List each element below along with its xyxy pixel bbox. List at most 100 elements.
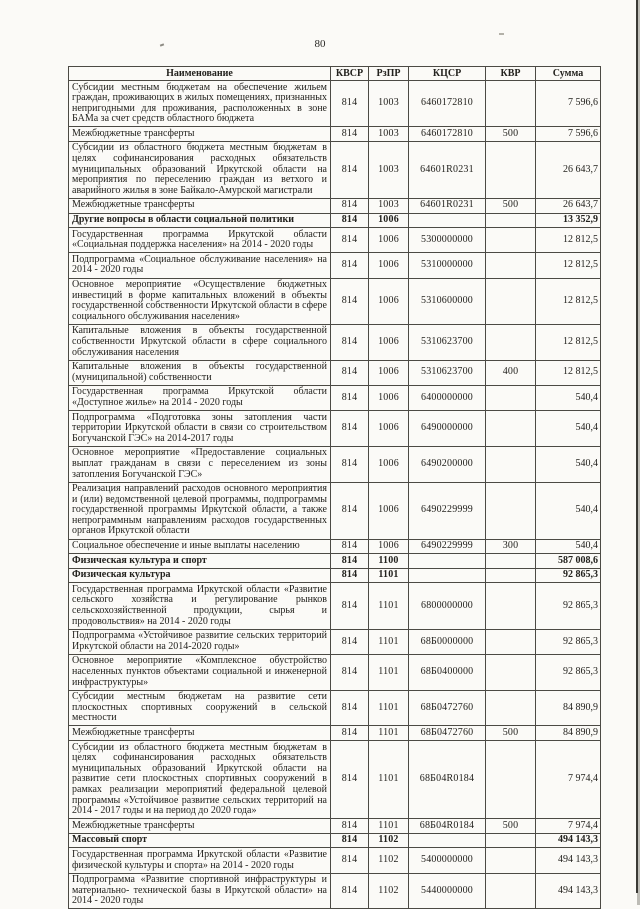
table-row: Межбюджетные трансферты 814 1101 68Б04R0…: [68, 818, 601, 834]
cell-name: Социальное обеспечение и иные выплаты на…: [68, 538, 331, 555]
cell-kvsr: 814: [330, 445, 369, 483]
cell-rzpr: 1003: [368, 79, 409, 128]
column-header-rzpr: РзПР: [368, 66, 409, 81]
cell-rzpr: 1006: [368, 252, 409, 279]
table-row: Массовый спорт 814 1102 494 143,3: [68, 832, 601, 849]
table-row: Социальное обеспечение и иные выплаты на…: [68, 538, 601, 555]
cell-sum: 7 974,4: [535, 818, 601, 834]
cell-kcsr: [408, 553, 486, 569]
cell-kcsr: [408, 567, 486, 584]
cell-kvr: 500: [485, 197, 536, 214]
scan-speck: [499, 33, 504, 35]
cell-name: Основное мероприятие «Предоставление соц…: [68, 445, 331, 483]
cell-kvr: [485, 567, 536, 584]
cell-kvsr: 814: [330, 126, 369, 142]
table-row: Государственная программа Иркутской обла…: [68, 227, 601, 254]
cell-kvr: [485, 653, 536, 691]
cell-name: Капитальные вложения в объекты государст…: [68, 359, 331, 386]
cell-kvr: [485, 212, 536, 229]
cell-sum: 92 865,3: [535, 628, 601, 655]
cell-sum: 7 596,6: [535, 79, 601, 128]
cell-name: Физическая культура и спорт: [68, 553, 331, 569]
cell-kcsr: [408, 832, 486, 849]
table-row: Государственная программа Иркутской обла…: [68, 582, 601, 630]
cell-kcsr: 68Б0472760: [408, 689, 486, 727]
cell-sum: 12 812,5: [535, 252, 601, 279]
cell-rzpr: 1006: [368, 359, 409, 386]
cell-rzpr: 1101: [368, 725, 409, 742]
table-row: Подпрограмма «Развитие спортивной инфрас…: [68, 872, 601, 909]
cell-rzpr: 1102: [368, 872, 409, 909]
cell-name: Основное мероприятие «Комплексное обустр…: [68, 653, 331, 691]
cell-kvr: 400: [485, 359, 536, 386]
table-row: Капитальные вложения в объекты государст…: [68, 359, 601, 386]
cell-rzpr: 1006: [368, 445, 409, 483]
cell-kcsr: 68Б04R0184: [408, 740, 486, 820]
cell-name: Субсидии местным бюджетам на развитие се…: [68, 689, 331, 727]
cell-name: Государственная программа Иркутской обла…: [68, 847, 331, 874]
cell-kvsr: 814: [330, 818, 369, 834]
cell-sum: 12 812,5: [535, 277, 601, 325]
cell-kcsr: 6490229999: [408, 481, 486, 540]
cell-sum: 540,4: [535, 445, 601, 483]
cell-kcsr: 6460172810: [408, 79, 486, 128]
page-number: 80: [314, 38, 326, 50]
cell-kvsr: 814: [330, 410, 369, 447]
cell-kvsr: 814: [330, 832, 369, 849]
cell-sum: 540,4: [535, 481, 601, 540]
cell-kcsr: 6800000000: [408, 582, 486, 630]
cell-kvr: [485, 227, 536, 254]
cell-kvr: [485, 410, 536, 447]
table-row: Субсидии местным бюджетам на обеспечение…: [68, 79, 601, 128]
cell-name: Массовый спорт: [68, 832, 331, 849]
table-row: Физическая культура и спорт 814 1100 587…: [68, 553, 601, 569]
cell-rzpr: 1100: [368, 553, 409, 569]
cell-kvsr: 814: [330, 582, 369, 630]
cell-name: Субсидии из областного бюджета местным б…: [68, 140, 331, 199]
cell-kcsr: 6460172810: [408, 126, 486, 142]
table-row: Подпрограмма «Подготовка зоны затопления…: [68, 410, 601, 447]
cell-rzpr: 1003: [368, 126, 409, 142]
cell-name: Другие вопросы в области социальной поли…: [68, 212, 331, 229]
cell-kvr: [485, 553, 536, 569]
table-row: Физическая культура 814 1101 92 865,3: [68, 567, 601, 584]
cell-kvr: [485, 582, 536, 630]
cell-sum: 12 812,5: [535, 359, 601, 386]
cell-rzpr: 1101: [368, 567, 409, 584]
cell-rzpr: 1101: [368, 582, 409, 630]
table-row: Подпрограмма «Устойчивое развитие сельск…: [68, 628, 601, 655]
scan-edge-line: [635, 0, 638, 893]
cell-sum: 92 865,3: [535, 582, 601, 630]
cell-kvr: [485, 384, 536, 412]
cell-rzpr: 1006: [368, 277, 409, 325]
cell-kcsr: 6490200000: [408, 445, 486, 483]
cell-kvr: [485, 628, 536, 655]
cell-name: Капитальные вложения в объекты государст…: [68, 323, 331, 361]
cell-kcsr: 68Б0400000: [408, 653, 486, 691]
scan-edge-shadow: [637, 0, 640, 905]
cell-kcsr: 64601R0231: [408, 140, 486, 199]
cell-kvsr: 814: [330, 725, 369, 742]
table-row: Субсидии из областного бюджета местным б…: [68, 740, 601, 820]
cell-sum: 7 974,4: [535, 740, 601, 820]
cell-sum: 12 812,5: [535, 323, 601, 361]
cell-sum: 26 643,7: [535, 140, 601, 199]
table-row: Государственная программа Иркутской обла…: [68, 384, 601, 412]
table-row: Капитальные вложения в объекты государст…: [68, 323, 601, 361]
cell-kvsr: 814: [330, 384, 369, 412]
column-header-kcsr: КЦСР: [408, 66, 486, 81]
cell-rzpr: 1102: [368, 832, 409, 849]
cell-kcsr: 5310000000: [408, 252, 486, 279]
cell-name: Основное мероприятие «Осуществление бюдж…: [68, 277, 331, 325]
cell-kvr: 300: [485, 538, 536, 555]
cell-rzpr: 1101: [368, 818, 409, 834]
cell-kcsr: 68Б0472760: [408, 725, 486, 742]
cell-name: Подпрограмма «Подготовка зоны затопления…: [68, 410, 331, 447]
cell-kcsr: 6490000000: [408, 410, 486, 447]
cell-rzpr: 1006: [368, 538, 409, 555]
table-row: Межбюджетные трансферты 814 1003 6460172…: [68, 126, 601, 142]
cell-kcsr: 5400000000: [408, 847, 486, 874]
cell-sum: 7 596,6: [535, 126, 601, 142]
cell-sum: 494 143,3: [535, 847, 601, 874]
cell-sum: 84 890,9: [535, 725, 601, 742]
